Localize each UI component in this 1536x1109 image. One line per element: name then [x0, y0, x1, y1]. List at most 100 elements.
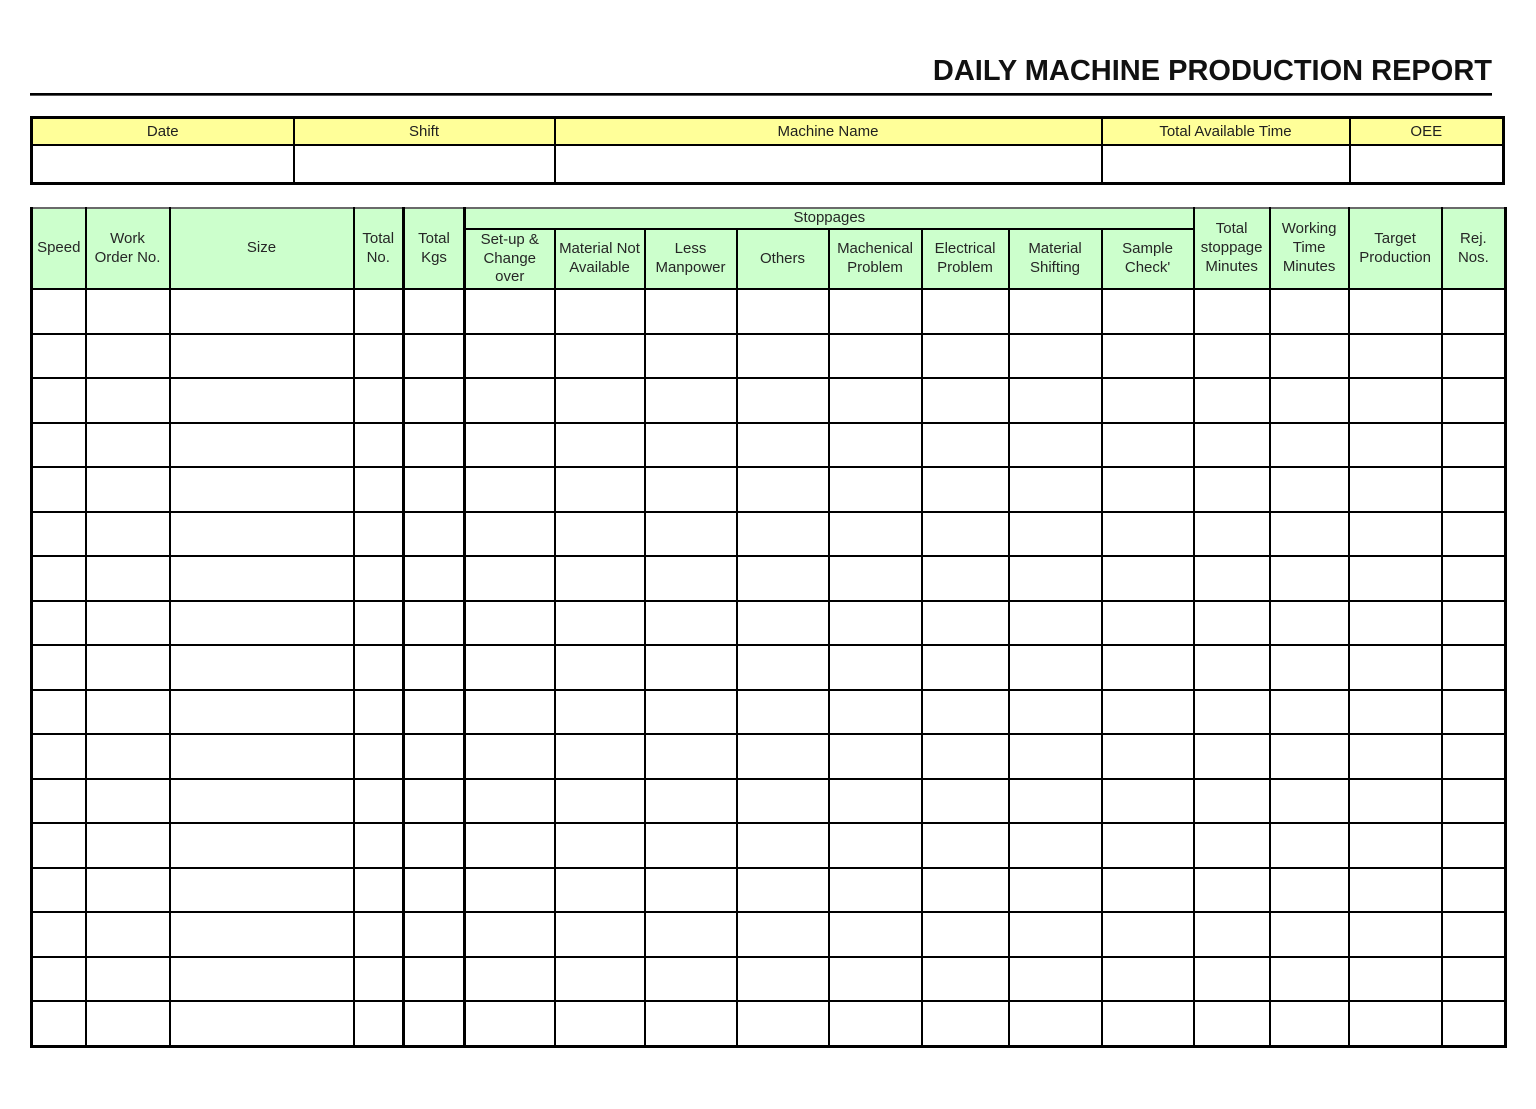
body-cell[interactable] [352, 777, 405, 824]
body-cell[interactable] [827, 777, 923, 824]
body-cell[interactable] [1347, 866, 1443, 913]
body-cell[interactable] [827, 955, 923, 1002]
body-cell[interactable] [30, 599, 87, 646]
body-cell[interactable] [920, 466, 1010, 513]
body-cell[interactable] [920, 688, 1010, 735]
body-cell[interactable] [735, 599, 830, 646]
body-cell[interactable] [553, 288, 646, 335]
body-cell[interactable] [920, 377, 1010, 424]
body-cell[interactable] [1268, 377, 1350, 424]
body-cell[interactable] [84, 421, 171, 468]
body-cell[interactable] [735, 822, 830, 869]
body-cell[interactable] [84, 644, 171, 691]
body-cell[interactable] [168, 288, 355, 335]
body-cell[interactable] [553, 911, 646, 958]
body-cell[interactable] [1007, 955, 1103, 1002]
body-cell[interactable] [402, 377, 466, 424]
body-cell[interactable] [1007, 377, 1103, 424]
body-cell[interactable] [1192, 466, 1271, 513]
body-cell[interactable] [352, 599, 405, 646]
body-cell[interactable] [1268, 911, 1350, 958]
body-cell[interactable] [1347, 822, 1443, 869]
total-available-time-value-cell[interactable] [1100, 144, 1351, 185]
body-cell[interactable] [1192, 599, 1271, 646]
body-cell[interactable] [1440, 466, 1507, 513]
body-cell[interactable] [1440, 822, 1507, 869]
body-cell[interactable] [84, 866, 171, 913]
body-cell[interactable] [553, 688, 646, 735]
body-cell[interactable] [1268, 1000, 1350, 1047]
body-cell[interactable] [1440, 555, 1507, 602]
body-cell[interactable] [1347, 777, 1443, 824]
body-cell[interactable] [643, 866, 738, 913]
body-cell[interactable] [402, 555, 466, 602]
body-cell[interactable] [463, 332, 556, 379]
body-cell[interactable] [463, 421, 556, 468]
body-cell[interactable] [463, 599, 556, 646]
body-cell[interactable] [1007, 866, 1103, 913]
body-cell[interactable] [463, 377, 556, 424]
body-cell[interactable] [168, 822, 355, 869]
body-cell[interactable] [827, 288, 923, 335]
body-cell[interactable] [553, 599, 646, 646]
body-cell[interactable] [30, 288, 87, 335]
body-cell[interactable] [827, 599, 923, 646]
body-cell[interactable] [1347, 1000, 1443, 1047]
body-cell[interactable] [402, 421, 466, 468]
body-cell[interactable] [735, 555, 830, 602]
body-cell[interactable] [1192, 1000, 1271, 1047]
body-cell[interactable] [1347, 288, 1443, 335]
body-cell[interactable] [827, 688, 923, 735]
body-cell[interactable] [1440, 866, 1507, 913]
body-cell[interactable] [168, 733, 355, 780]
body-cell[interactable] [827, 510, 923, 557]
body-cell[interactable] [827, 1000, 923, 1047]
body-cell[interactable] [553, 466, 646, 513]
body-cell[interactable] [30, 332, 87, 379]
body-cell[interactable] [553, 733, 646, 780]
body-cell[interactable] [643, 510, 738, 557]
body-cell[interactable] [1268, 688, 1350, 735]
body-cell[interactable] [1100, 555, 1195, 602]
body-cell[interactable] [1192, 733, 1271, 780]
body-cell[interactable] [463, 733, 556, 780]
body-cell[interactable] [30, 955, 87, 1002]
body-cell[interactable] [402, 288, 466, 335]
body-cell[interactable] [735, 1000, 830, 1047]
body-cell[interactable] [1007, 510, 1103, 557]
body-cell[interactable] [1268, 866, 1350, 913]
body-cell[interactable] [30, 777, 87, 824]
body-cell[interactable] [1268, 777, 1350, 824]
body-cell[interactable] [643, 599, 738, 646]
body-cell[interactable] [643, 955, 738, 1002]
body-cell[interactable] [30, 1000, 87, 1047]
body-cell[interactable] [352, 866, 405, 913]
body-cell[interactable] [827, 733, 923, 780]
body-cell[interactable] [643, 555, 738, 602]
body-cell[interactable] [30, 911, 87, 958]
body-cell[interactable] [1100, 421, 1195, 468]
body-cell[interactable] [1007, 599, 1103, 646]
body-cell[interactable] [1347, 510, 1443, 557]
body-cell[interactable] [1100, 822, 1195, 869]
body-cell[interactable] [1347, 644, 1443, 691]
body-cell[interactable] [402, 866, 466, 913]
body-cell[interactable] [553, 377, 646, 424]
body-cell[interactable] [352, 510, 405, 557]
body-cell[interactable] [463, 866, 556, 913]
body-cell[interactable] [402, 777, 466, 824]
body-cell[interactable] [30, 733, 87, 780]
body-cell[interactable] [402, 688, 466, 735]
body-cell[interactable] [168, 777, 355, 824]
body-cell[interactable] [1440, 510, 1507, 557]
body-cell[interactable] [1347, 911, 1443, 958]
body-cell[interactable] [84, 288, 171, 335]
body-cell[interactable] [1100, 644, 1195, 691]
body-cell[interactable] [402, 599, 466, 646]
body-cell[interactable] [1192, 911, 1271, 958]
body-cell[interactable] [1100, 510, 1195, 557]
oee-value-cell[interactable] [1348, 144, 1505, 185]
body-cell[interactable] [30, 466, 87, 513]
body-cell[interactable] [920, 332, 1010, 379]
body-cell[interactable] [553, 955, 646, 1002]
